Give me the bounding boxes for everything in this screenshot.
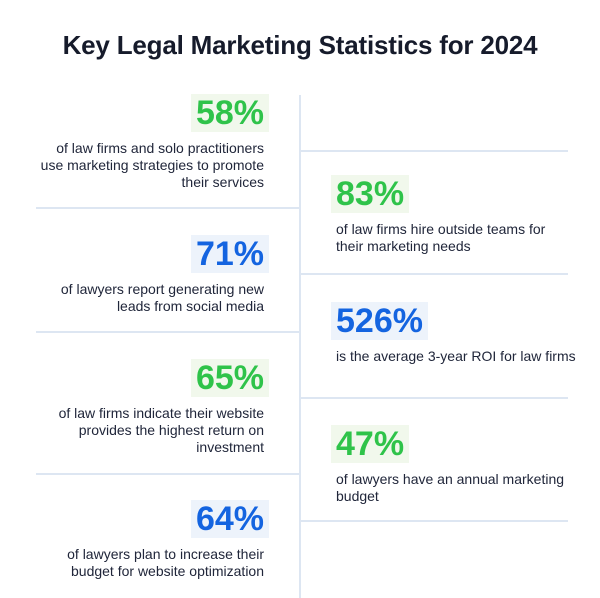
stat-value: 65%	[190, 359, 269, 397]
divider-right-1	[301, 150, 568, 152]
stat-description: of lawyers plan to increase their budget…	[67, 546, 264, 579]
stat-description: is the average 3-year ROI for law firms	[336, 348, 576, 364]
page-title: Key Legal Marketing Statistics for 2024	[62, 30, 538, 60]
stat-value: 64%	[190, 500, 269, 538]
stat-value: 47%	[331, 425, 410, 463]
stat-526: 526% is the average 3-year ROI for law f…	[331, 302, 576, 365]
stat-65: 65% of law firms indicate their website …	[36, 359, 269, 456]
stat-58: 58% of law firms and solo practitioners …	[36, 94, 269, 191]
center-divider	[299, 95, 301, 598]
stat-value: 526%	[331, 302, 428, 340]
stat-description: of law firms hire outside teams for thei…	[336, 221, 546, 254]
divider-left-2	[36, 331, 299, 333]
stat-64: 64% of lawyers plan to increase their bu…	[36, 500, 269, 580]
divider-left-1	[36, 207, 299, 209]
stat-description: of law firms and solo practitioners use …	[40, 140, 264, 190]
divider-right-3	[301, 397, 568, 399]
stat-description: of lawyers report generating new leads f…	[60, 281, 264, 314]
divider-right-2	[301, 273, 568, 275]
stat-value: 83%	[331, 175, 410, 213]
stat-71: 71% of lawyers report generating new lea…	[36, 235, 269, 315]
stat-value: 71%	[190, 235, 269, 273]
stat-description: of law firms indicate their website prov…	[58, 405, 264, 455]
divider-right-4	[301, 520, 568, 522]
stat-description: of lawyers have an annual marketing budg…	[336, 471, 565, 504]
stat-83: 83% of law firms hire outside teams for …	[331, 175, 576, 255]
stat-47: 47% of lawyers have an annual marketing …	[331, 425, 576, 505]
stat-value: 58%	[190, 94, 269, 132]
divider-left-3	[36, 473, 299, 475]
